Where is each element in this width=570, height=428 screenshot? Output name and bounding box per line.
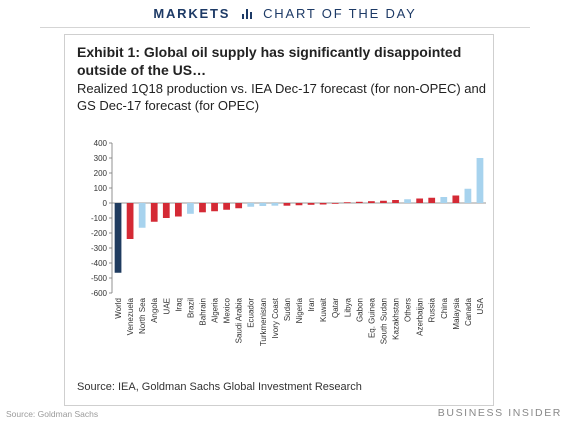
x-category-label: Nigeria <box>295 297 304 323</box>
x-category-label: Algeria <box>211 297 220 322</box>
bar-nigeria <box>295 203 303 206</box>
bar-turkmenistan <box>259 203 267 206</box>
markets-label: MARKETS <box>153 6 231 21</box>
bar-qatar <box>331 203 339 204</box>
bar-usa <box>476 158 484 203</box>
bar-venezuela <box>126 203 134 239</box>
business-insider-logo: BUSINESS INSIDER <box>437 407 562 419</box>
footer-credit: Source: Goldman Sachs <box>6 409 99 419</box>
bar-azerbaijan <box>416 198 424 203</box>
header-divider <box>40 27 530 28</box>
x-category-label: Iraq <box>174 298 183 312</box>
y-tick-label: 400 <box>94 139 108 148</box>
x-category-label: Others <box>404 298 413 322</box>
bar-saudi-arabia <box>235 203 243 209</box>
bar-ivory-coast <box>271 203 279 206</box>
x-category-label: China <box>440 297 449 318</box>
x-category-label: Brazil <box>186 298 195 318</box>
x-category-label: North Sea <box>138 297 147 334</box>
x-category-label: Qatar <box>331 298 340 318</box>
bar-china <box>440 197 448 203</box>
bar-uae <box>162 203 170 218</box>
bar-brazil <box>187 203 194 214</box>
bar-libya <box>343 202 351 204</box>
y-tick-label: 200 <box>94 169 108 178</box>
x-category-label: Malaysia <box>452 297 461 329</box>
bar-chart-icon <box>241 9 252 19</box>
x-category-label: Kazakhstan <box>392 298 401 340</box>
exhibit-source: Source: IEA, Goldman Sachs Global Invest… <box>77 381 362 393</box>
x-category-label: Eq. Guinea <box>367 297 376 338</box>
bar-angola <box>150 203 158 222</box>
x-category-label: Ecuador <box>247 298 256 328</box>
x-category-label: Turkmenistan <box>259 298 268 346</box>
x-category-label: USA <box>476 297 485 314</box>
x-category-label: Angola <box>150 297 159 322</box>
y-tick-label: 100 <box>94 184 108 193</box>
bar-russia <box>428 197 436 203</box>
x-category-label: Libya <box>343 297 352 317</box>
x-category-label: Canada <box>464 297 473 326</box>
x-category-label: Sudan <box>283 298 292 321</box>
bar-canada <box>464 188 472 203</box>
bar-north-sea <box>138 203 146 228</box>
y-tick-label: -300 <box>91 244 108 253</box>
bar-world <box>114 203 122 273</box>
x-category-label: Bahrain <box>198 298 207 326</box>
bar-mexico <box>223 203 230 210</box>
bar-algeria <box>211 203 218 212</box>
x-category-label: World <box>114 298 123 319</box>
bar-iraq <box>174 203 182 217</box>
x-category-label: UAE <box>162 298 171 314</box>
y-tick-label: -500 <box>91 274 108 283</box>
bar-malaysia <box>452 195 460 203</box>
y-tick-label: -100 <box>91 214 108 223</box>
bar-eq-guinea <box>368 201 375 203</box>
exhibit-card <box>64 34 494 406</box>
y-tick-label: -400 <box>91 259 108 268</box>
x-category-label: Mexico <box>223 297 232 323</box>
y-tick-label: 0 <box>103 199 108 208</box>
bar-kazakhstan <box>392 200 399 203</box>
x-category-label: Russia <box>428 297 437 322</box>
bar-kuwait <box>319 203 327 205</box>
bar-ecuador <box>247 203 255 207</box>
chart-of-the-day-label: CHART OF THE DAY <box>263 6 417 21</box>
x-category-label: Ivory Coast <box>271 297 280 338</box>
bar-south-sudan <box>380 200 387 203</box>
bar-bahrain <box>199 203 206 213</box>
y-tick-label: 300 <box>94 154 108 163</box>
bar-gabon <box>355 201 363 203</box>
x-category-label: Venezuela <box>126 297 135 335</box>
bar-others <box>404 199 411 203</box>
x-category-label: Gabon <box>355 298 364 322</box>
bar-sudan <box>283 203 291 206</box>
exhibit-title: Exhibit 1: Global oil supply has signifi… <box>77 44 462 78</box>
y-tick-label: -600 <box>91 289 108 298</box>
chart-of-the-day-banner: MARKETS CHART OF THE DAY <box>0 2 570 26</box>
x-category-label: South Sudan <box>379 298 388 344</box>
x-category-label: Saudi Arabia <box>235 297 244 343</box>
x-category-label: Kuwait <box>319 297 328 322</box>
y-tick-label: -200 <box>91 229 108 238</box>
exhibit-subtitle: Realized 1Q18 production vs. IEA Dec-17 … <box>77 81 486 113</box>
x-category-label: Azerbaijan <box>416 298 425 336</box>
x-category-label: Iran <box>307 298 316 312</box>
bar-iran <box>307 203 315 205</box>
